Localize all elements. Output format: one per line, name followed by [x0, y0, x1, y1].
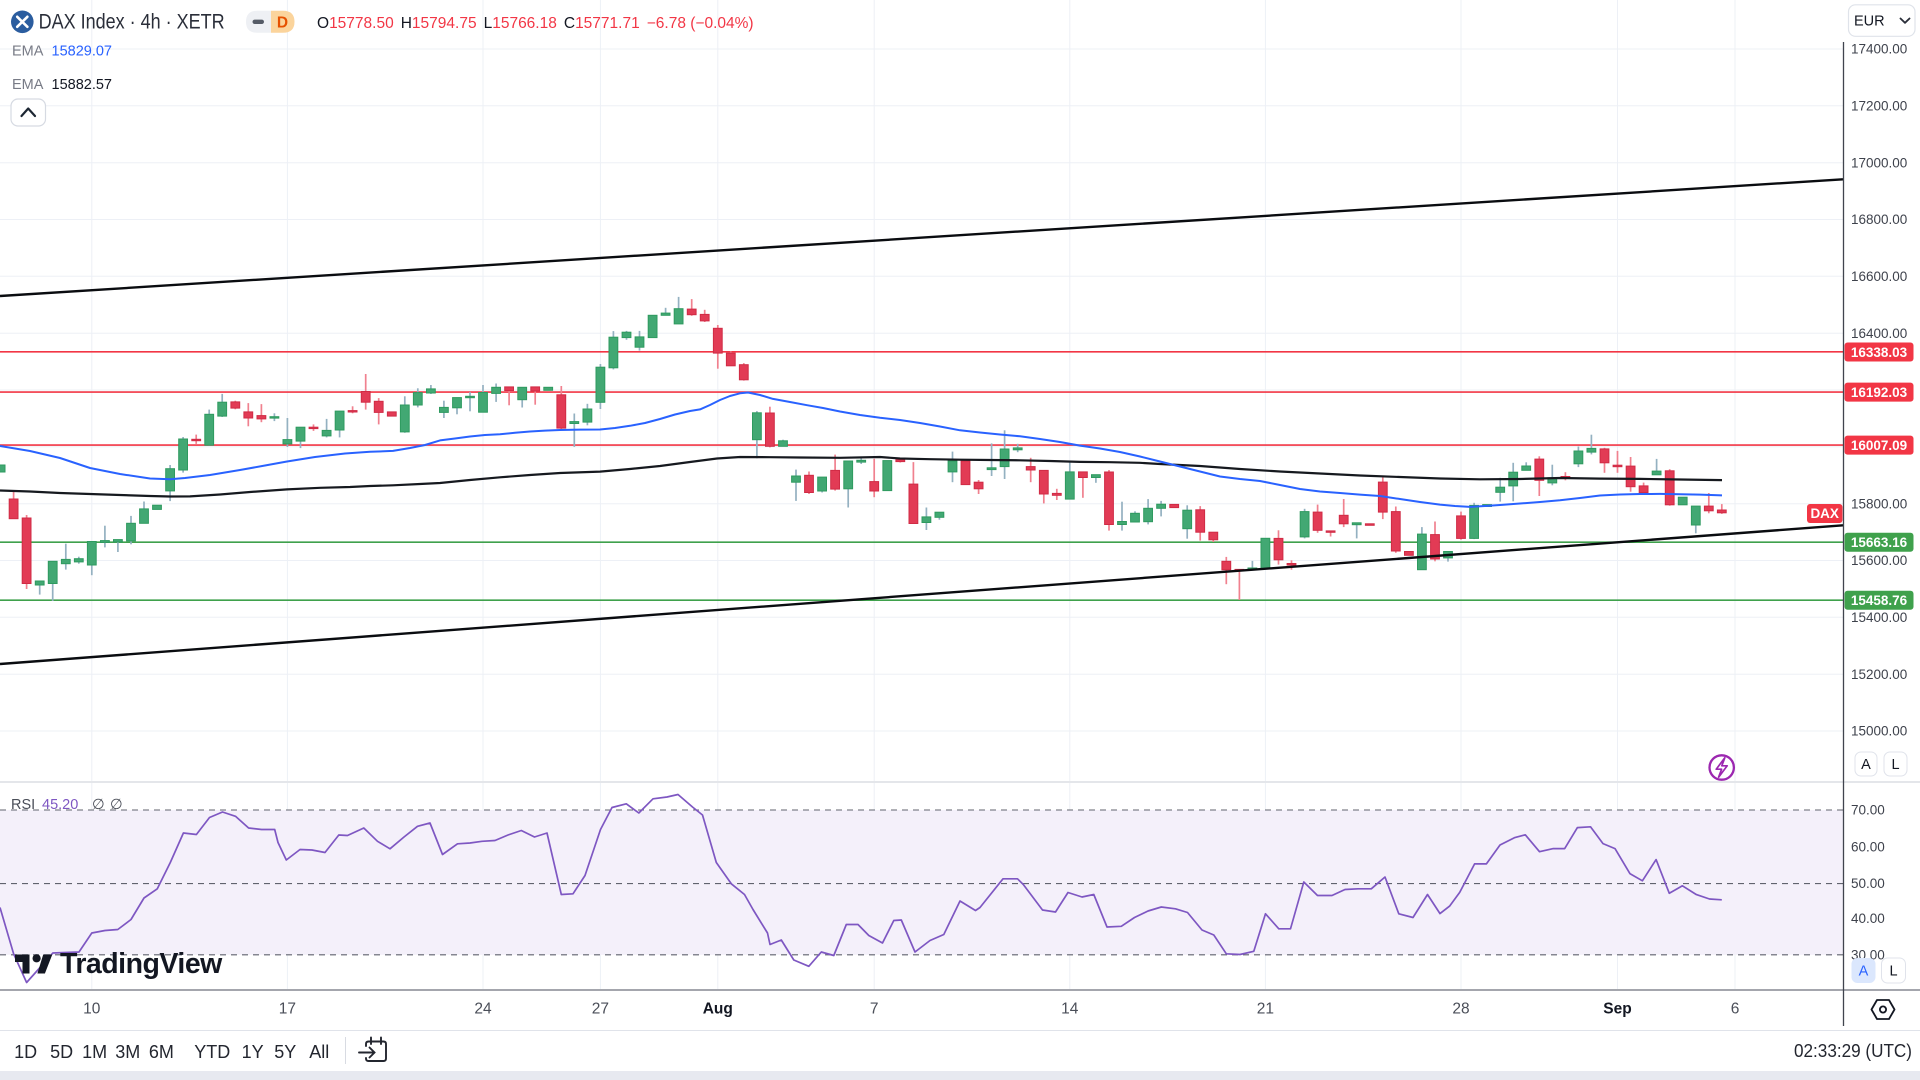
- svg-text:15400.00: 15400.00: [1851, 610, 1907, 625]
- svg-text:15458.76: 15458.76: [1851, 593, 1908, 608]
- svg-text:10: 10: [83, 1001, 101, 1018]
- svg-text:1M: 1M: [82, 1042, 107, 1062]
- svg-text:DAX: DAX: [1810, 506, 1839, 521]
- svg-text:3M: 3M: [115, 1042, 140, 1062]
- svg-text:02:33:29 (UTC): 02:33:29 (UTC): [1794, 1041, 1912, 1061]
- svg-text:15882.57: 15882.57: [52, 77, 112, 93]
- svg-text:14: 14: [1061, 1001, 1079, 1018]
- svg-text:DAX Index · 4h · XETR: DAX Index · 4h · XETR: [39, 11, 225, 34]
- svg-text:Sep: Sep: [1603, 1001, 1631, 1018]
- svg-text:24: 24: [474, 1001, 492, 1018]
- svg-text:∅: ∅: [110, 797, 123, 813]
- svg-text:1D: 1D: [14, 1042, 37, 1062]
- svg-text:6M: 6M: [149, 1042, 174, 1062]
- svg-text:16007.09: 16007.09: [1851, 438, 1907, 453]
- svg-text:Aug: Aug: [703, 1001, 733, 1018]
- svg-text:EUR: EUR: [1854, 14, 1885, 30]
- svg-text:17200.00: 17200.00: [1851, 98, 1907, 113]
- svg-text:60.00: 60.00: [1851, 839, 1885, 854]
- svg-text:70.00: 70.00: [1851, 803, 1885, 818]
- svg-text:15829.07: 15829.07: [52, 44, 112, 60]
- svg-text:L: L: [1891, 757, 1899, 773]
- svg-text:50.00: 50.00: [1851, 876, 1885, 891]
- svg-text:All: All: [309, 1042, 329, 1062]
- svg-text:7: 7: [870, 1001, 879, 1018]
- svg-text:21: 21: [1257, 1001, 1274, 1018]
- svg-text:TradingView: TradingView: [60, 948, 223, 980]
- svg-text:17: 17: [279, 1001, 296, 1018]
- svg-text:15000.00: 15000.00: [1851, 724, 1907, 739]
- svg-text:16192.03: 16192.03: [1851, 385, 1908, 400]
- svg-text:15663.16: 15663.16: [1851, 535, 1908, 550]
- svg-text:L: L: [1889, 964, 1897, 980]
- svg-text:D: D: [277, 15, 288, 32]
- svg-text:16800.00: 16800.00: [1851, 212, 1907, 227]
- svg-text:45.20: 45.20: [42, 797, 78, 813]
- svg-text:40.00: 40.00: [1851, 911, 1885, 926]
- svg-text:16400.00: 16400.00: [1851, 326, 1907, 341]
- svg-text:YTD: YTD: [194, 1042, 230, 1062]
- svg-text:15800.00: 15800.00: [1851, 496, 1907, 511]
- svg-text:EMA: EMA: [12, 44, 44, 60]
- svg-text:27: 27: [592, 1001, 609, 1018]
- svg-text:RSI: RSI: [11, 797, 35, 813]
- svg-text:15200.00: 15200.00: [1851, 667, 1907, 682]
- svg-text:A: A: [1861, 757, 1871, 773]
- svg-text:6: 6: [1731, 1001, 1740, 1018]
- svg-text:17400.00: 17400.00: [1851, 42, 1907, 57]
- svg-text:∅: ∅: [92, 797, 105, 813]
- svg-text:17000.00: 17000.00: [1851, 155, 1907, 170]
- svg-text:EMA: EMA: [12, 77, 44, 93]
- svg-text:16600.00: 16600.00: [1851, 269, 1907, 284]
- svg-text:15600.00: 15600.00: [1851, 553, 1907, 568]
- svg-text:1Y: 1Y: [242, 1042, 264, 1062]
- svg-text:A: A: [1859, 964, 1869, 980]
- svg-text:16338.03: 16338.03: [1851, 345, 1908, 360]
- svg-text:5Y: 5Y: [274, 1042, 296, 1062]
- svg-text:28: 28: [1452, 1001, 1469, 1018]
- svg-text:5D: 5D: [50, 1042, 73, 1062]
